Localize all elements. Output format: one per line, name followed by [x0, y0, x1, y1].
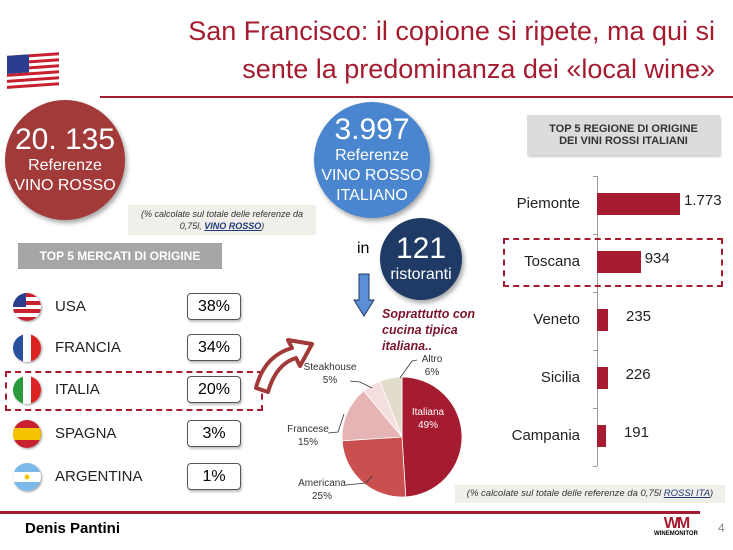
pie-label-steakhouse: Steakhouse	[304, 362, 357, 373]
regions-header-2: DEI VINI ROSSI ITALIANI	[559, 135, 688, 147]
toscana-highlight	[503, 238, 723, 287]
pie-slice-altro	[379, 376, 403, 438]
pie-leader-line	[327, 413, 345, 434]
winemonitor-logo: WM WINEMONITOR	[654, 515, 698, 538]
down-arrow-icon	[353, 273, 375, 317]
restaurants-circle: 121 ristoranti	[380, 218, 462, 300]
market-name: USA	[55, 298, 86, 315]
author: Denis Pantini	[25, 520, 121, 537]
title-line-2: sente la predominanza dei «local wine»	[242, 54, 715, 84]
region-value: 191	[623, 424, 649, 441]
pie-display-americana: 25%	[312, 491, 332, 502]
in-label: in	[357, 240, 370, 257]
title-divider	[100, 96, 733, 98]
region-bar	[597, 193, 680, 215]
note-right: (% calcolate sul totale delle referenze …	[455, 485, 725, 503]
region-value: 226	[625, 366, 651, 383]
footer-divider	[0, 511, 700, 514]
markets-header: TOP 5 MERCATI DI ORIGINE	[18, 243, 222, 269]
market-name: SPAGNA	[55, 425, 117, 442]
regions-header-1: TOP 5 REGIONE DI ORIGINE	[549, 123, 698, 135]
region-bar	[597, 425, 606, 447]
curved-arrow-icon	[254, 338, 314, 394]
pie-slice-francese	[341, 390, 403, 442]
region-value: 1.773	[684, 192, 722, 209]
regions-header: TOP 5 REGIONE DI ORIGINE DEI VINI ROSSI …	[527, 115, 720, 155]
pie-leader-line	[349, 380, 373, 389]
axis-tick	[593, 234, 597, 235]
region-value: 934	[644, 250, 670, 267]
pie-label-altro: Altro	[422, 354, 443, 365]
cuisine-pie-chart: Italiana 49% Americana 25% Francese 15% Steakh…	[287, 354, 463, 502]
cuisine-note: Soprattutto con cucina tipica italiana..	[382, 307, 476, 353]
market-name: FRANCIA	[55, 339, 121, 356]
spain-flag-icon	[13, 420, 41, 448]
region-bar	[597, 309, 608, 331]
market-percent: 38%	[187, 293, 241, 320]
region-label: Sicilia	[540, 369, 580, 386]
total-label-1: Referenze	[28, 157, 102, 174]
pie-display-francese: 15%	[298, 437, 318, 448]
usa-flag-icon	[7, 52, 59, 92]
region-label: Campania	[511, 427, 580, 444]
pie-display-italiana: 49%	[418, 420, 438, 431]
region-label: Toscana	[524, 253, 580, 270]
market-percent: 3%	[187, 420, 241, 447]
pie-slice-americana	[341, 436, 407, 498]
restaurants-value: 121	[395, 232, 447, 265]
market-name: ARGENTINA	[55, 468, 143, 485]
italian-label-3: ITALIANO	[336, 187, 408, 204]
italy-flag-icon	[13, 376, 41, 404]
region-label: Piemonte	[516, 195, 580, 212]
argentina-flag-icon	[13, 463, 41, 491]
title-line-1: San Francisco: il copione si ripete, ma …	[188, 16, 715, 46]
total-references-circle: 20. 135 Referenze VINO ROSSO	[5, 100, 125, 220]
region-label: Veneto	[533, 311, 580, 328]
axis-tick	[593, 176, 597, 177]
pie-label-italiana: Italiana	[412, 407, 445, 418]
market-percent: 20%	[187, 376, 241, 403]
pie-slice-italiana	[401, 376, 463, 498]
region-bar	[597, 251, 641, 273]
market-percent: 1%	[187, 463, 241, 490]
pie-leader-line	[399, 359, 418, 379]
region-value: 235	[626, 308, 652, 325]
market-name: ITALIA	[55, 381, 100, 398]
italian-label-1: Referenze	[335, 147, 409, 164]
axis-tick	[593, 350, 597, 351]
total-label-2: VINO ROSSO	[14, 177, 116, 194]
slide-title: San Francisco: il copione si ripete, ma …	[95, 12, 715, 88]
market-percent: 34%	[187, 334, 241, 361]
france-flag-icon	[13, 334, 41, 362]
axis-tick	[593, 292, 597, 293]
italian-label-2: VINO ROSSO	[321, 167, 423, 184]
axis-tick	[593, 408, 597, 409]
restaurants-label: ristoranti	[390, 266, 452, 283]
pie-display-altro: 6%	[425, 367, 440, 378]
pie-leader-line	[345, 475, 373, 486]
page-number: 4	[718, 521, 725, 535]
pie-display-steakhouse: 5%	[323, 375, 338, 386]
total-value: 20. 135	[14, 123, 116, 156]
axis-tick	[593, 466, 597, 467]
note-left: (% calcolate sul totale delle referenze …	[128, 205, 316, 235]
pie-label-francese: Francese	[287, 424, 329, 435]
usa-flag-icon	[13, 293, 41, 321]
italian-value: 3.997	[334, 113, 410, 146]
region-bar	[597, 367, 608, 389]
pie-label-americana: Americana	[298, 478, 346, 489]
italia-highlight	[5, 371, 263, 411]
italian-references-circle: 3.997 Referenze VINO ROSSO ITALIANO	[314, 102, 430, 218]
